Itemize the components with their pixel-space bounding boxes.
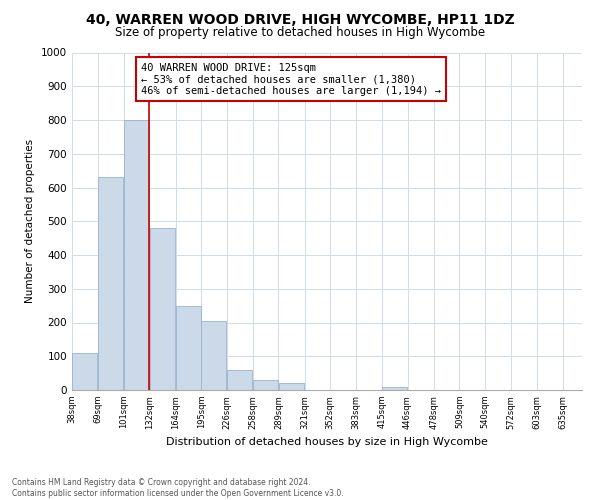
Y-axis label: Number of detached properties: Number of detached properties xyxy=(25,139,35,304)
Bar xyxy=(382,386,407,390)
Bar xyxy=(278,383,304,390)
Bar xyxy=(72,353,97,390)
Text: Contains HM Land Registry data © Crown copyright and database right 2024.
Contai: Contains HM Land Registry data © Crown c… xyxy=(12,478,344,498)
X-axis label: Distribution of detached houses by size in High Wycombe: Distribution of detached houses by size … xyxy=(166,437,488,447)
Text: 40, WARREN WOOD DRIVE, HIGH WYCOMBE, HP11 1DZ: 40, WARREN WOOD DRIVE, HIGH WYCOMBE, HP1… xyxy=(86,12,514,26)
Bar xyxy=(124,120,149,390)
Bar xyxy=(202,321,226,390)
Bar xyxy=(176,306,201,390)
Text: Size of property relative to detached houses in High Wycombe: Size of property relative to detached ho… xyxy=(115,26,485,39)
Bar xyxy=(149,228,175,390)
Text: 40 WARREN WOOD DRIVE: 125sqm
← 53% of detached houses are smaller (1,380)
46% of: 40 WARREN WOOD DRIVE: 125sqm ← 53% of de… xyxy=(141,62,441,96)
Bar xyxy=(98,178,123,390)
Bar xyxy=(227,370,252,390)
Bar xyxy=(253,380,278,390)
